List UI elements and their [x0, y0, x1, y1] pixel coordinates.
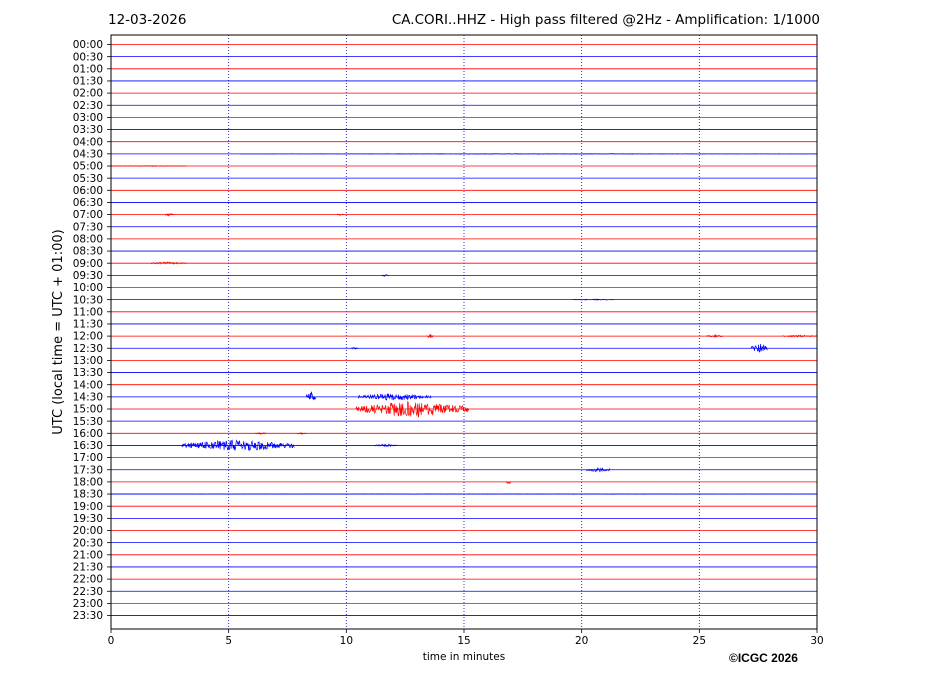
seismic-event: [381, 274, 389, 277]
y-tick-label: 19:30: [73, 513, 103, 525]
seismic-event: [110, 493, 818, 495]
y-tick-label: 08:00: [73, 234, 103, 246]
y-tick-label: 04:00: [73, 136, 103, 148]
vertical-gridlines: [228, 35, 700, 629]
seismic-event: [572, 298, 615, 301]
y-tick-label: 01:30: [73, 76, 103, 88]
seismic-event: [506, 481, 512, 485]
x-tick-labels: 0 5 10 15 20 25 30: [108, 629, 824, 647]
y-tick-label: 13:30: [73, 367, 103, 379]
x-tick-label: 15: [457, 635, 470, 647]
y-tick-label: 20:30: [73, 537, 103, 549]
y-tick-label: 12:30: [73, 343, 103, 355]
y-tick-label: 21:30: [73, 562, 103, 574]
y-tick-label: 14:00: [73, 379, 103, 391]
seismic-event: [374, 443, 399, 448]
seismic-event: [750, 343, 768, 353]
y-tick-label: 08:30: [73, 246, 103, 258]
seismic-event: [586, 467, 611, 473]
y-tick-label: 10:00: [73, 282, 103, 294]
seismic-traces: [110, 44, 818, 616]
y-tick-label: 05:30: [73, 173, 103, 185]
seismic-event: [357, 393, 432, 401]
y-tick-label: 13:00: [73, 355, 103, 367]
y-tick-label: 21:00: [73, 549, 103, 561]
x-tick-label: 25: [693, 635, 706, 647]
seismic-event: [305, 391, 317, 401]
seismic-event: [240, 153, 818, 155]
copyright-label: ©ICGC 2026: [729, 651, 798, 665]
y-tick-label: 17:00: [73, 452, 103, 464]
seismic-event: [164, 213, 175, 217]
y-tick-label: 02:30: [73, 100, 103, 112]
y-tick-label: 06:30: [73, 197, 103, 209]
y-tick-label: 12:00: [73, 331, 103, 343]
y-tick-label: 00:00: [73, 39, 103, 51]
y-tick-label: 16:30: [73, 440, 103, 452]
y-tick-label: 00:30: [73, 51, 103, 63]
seismic-event: [426, 334, 434, 339]
y-tick-label: 22:30: [73, 586, 103, 598]
y-tick-label: 14:30: [73, 391, 103, 403]
y-tick-label: 19:00: [73, 501, 103, 513]
seismic-event: [150, 261, 187, 265]
x-tick-label: 5: [225, 635, 232, 647]
x-tick-label: 30: [810, 635, 823, 647]
seismic-event: [254, 431, 267, 435]
y-axis-label: UTC (local time = UTC + 01:00): [51, 229, 66, 434]
seismic-event: [351, 346, 359, 350]
y-tick-label: 09:30: [73, 270, 103, 282]
seismic-event: [110, 165, 187, 167]
y-tick-labels: 00:0000:3001:0001:3002:0002:3003:0003:30…: [73, 39, 111, 622]
y-tick-label: 02:00: [73, 88, 103, 100]
x-tick-label: 10: [340, 635, 353, 647]
y-tick-label: 04:30: [73, 148, 103, 160]
seismic-event: [181, 439, 295, 451]
y-tick-label: 10:30: [73, 294, 103, 306]
y-tick-label: 20:00: [73, 525, 103, 537]
y-tick-label: 23:30: [73, 610, 103, 622]
y-tick-label: 16:00: [73, 428, 103, 440]
y-tick-label: 01:00: [73, 63, 103, 75]
y-tick-label: 05:00: [73, 161, 103, 173]
date-label: 12-03-2026: [108, 12, 187, 28]
y-tick-label: 18:30: [73, 489, 103, 501]
y-tick-label: 15:00: [73, 404, 103, 416]
plot-frame: [110, 34, 818, 630]
y-tick-label: 07:30: [73, 221, 103, 233]
y-tick-label: 09:00: [73, 258, 103, 270]
seismic-event: [706, 333, 724, 338]
y-tick-label: 17:30: [73, 464, 103, 476]
x-tick-label: 20: [575, 635, 588, 647]
seismic-event: [336, 213, 345, 216]
y-tick-label: 23:00: [73, 598, 103, 610]
y-tick-label: 07:00: [73, 209, 103, 221]
seismic-event: [781, 334, 818, 338]
y-tick-label: 06:00: [73, 185, 103, 197]
seismic-event: [355, 401, 470, 418]
y-tick-label: 11:30: [73, 319, 103, 331]
x-axis-label: time in minutes: [423, 651, 505, 663]
seismic-event: [296, 431, 307, 436]
y-tick-label: 11:00: [73, 306, 103, 318]
y-tick-label: 03:00: [73, 112, 103, 124]
chart-title: CA.CORI..HHZ - High pass filtered @2Hz -…: [391, 12, 820, 28]
y-tick-label: 18:00: [73, 477, 103, 489]
y-tick-label: 22:00: [73, 574, 103, 586]
x-tick-label: 0: [108, 635, 115, 647]
y-tick-label: 15:30: [73, 416, 103, 428]
y-tick-label: 03:30: [73, 124, 103, 136]
